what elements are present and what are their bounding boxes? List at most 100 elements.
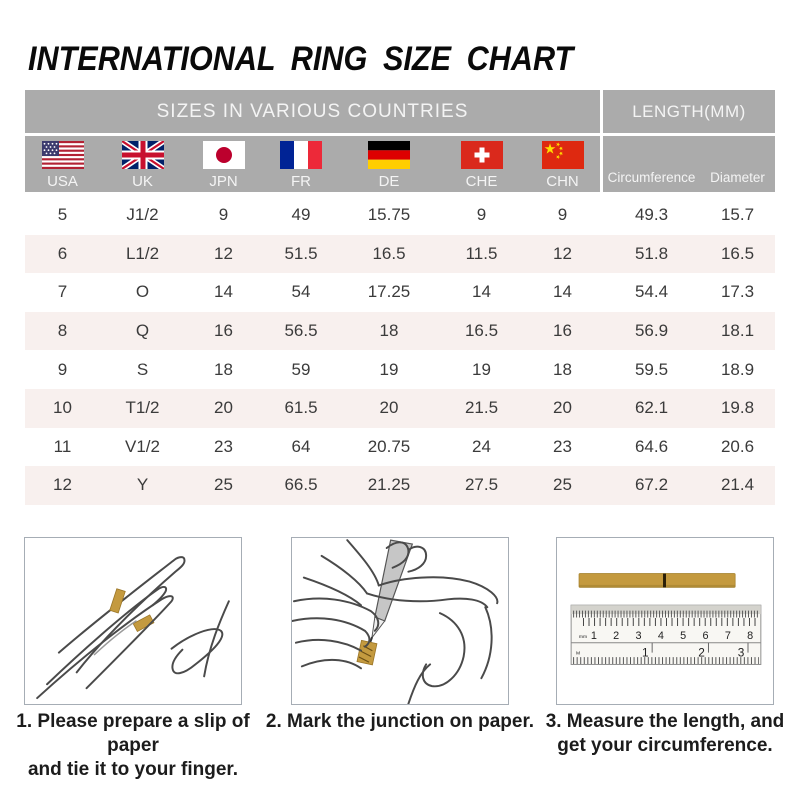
table-cell: 5 bbox=[57, 205, 68, 225]
instruction-2-caption: 2. Mark the junction on paper. bbox=[263, 710, 537, 734]
column-header-circumference: Circumference bbox=[607, 170, 696, 185]
column-label: CHN bbox=[546, 173, 579, 190]
table-cell: 20 bbox=[553, 398, 572, 418]
marking-paper-with-pen-icon bbox=[292, 539, 499, 704]
table-cell: 61.5 bbox=[284, 398, 318, 418]
svg-text:M: M bbox=[576, 651, 580, 657]
ruler-measurement-icon: 1 2 3 4 5 6 7 8 mm 1 2 3 M bbox=[570, 573, 762, 665]
table-cell: 9 bbox=[218, 205, 229, 225]
table-row: 7 O 14 54 17.25 14 14 54.4 17.3 bbox=[25, 273, 775, 312]
svg-text:5: 5 bbox=[680, 630, 686, 642]
table-cell: 59.5 bbox=[634, 359, 669, 379]
table-cell: 9 bbox=[57, 359, 68, 379]
table-cell: 6 bbox=[57, 243, 68, 263]
table-cell: 24 bbox=[472, 436, 491, 456]
table-cell: 16.5 bbox=[464, 321, 499, 341]
column-header-uk: UK bbox=[100, 136, 185, 192]
column-header-chn: CHN bbox=[525, 136, 600, 192]
table-cell: 51.8 bbox=[634, 243, 669, 263]
table-row: 5 J1/2 9 49 15.75 9 9 49.3 15.7 bbox=[25, 196, 775, 235]
length-columns: Circumference Diameter bbox=[603, 136, 775, 192]
table-cell: 56.5 bbox=[284, 321, 318, 341]
ruler-cm-numbers: 1 2 3 4 5 6 7 8 mm bbox=[579, 630, 753, 642]
table-cell: 19.8 bbox=[720, 398, 755, 418]
table-cell: L1/2 bbox=[125, 243, 160, 263]
instruction-2-illustration bbox=[291, 537, 509, 705]
table-cell: 15.75 bbox=[367, 205, 411, 225]
switzerland-flag-icon bbox=[460, 141, 503, 169]
svg-text:3: 3 bbox=[635, 630, 641, 642]
svg-text:2: 2 bbox=[698, 646, 705, 660]
table-cell: 19 bbox=[472, 359, 491, 379]
table-cell: 12 bbox=[553, 243, 572, 263]
table-cell: V1/2 bbox=[125, 436, 160, 456]
svg-text:4: 4 bbox=[658, 630, 664, 642]
table-cell: 20.75 bbox=[367, 436, 411, 456]
header-divider bbox=[600, 136, 603, 192]
table-cell: 19 bbox=[379, 359, 399, 379]
table-cell: Q bbox=[135, 321, 150, 341]
china-flag-icon bbox=[541, 141, 584, 169]
table-cell: 9 bbox=[557, 205, 568, 225]
table-row: 8 Q 16 56.5 18 16.5 16 56.9 18.1 bbox=[25, 311, 775, 351]
table-row: 10 T1/2 20 61.5 20 21.5 20 62.1 19.8 bbox=[25, 388, 775, 428]
table-cell: 62.1 bbox=[634, 398, 669, 418]
table-cell: 23 bbox=[553, 436, 572, 456]
column-header-diameter: Diameter bbox=[710, 170, 765, 185]
svg-text:7: 7 bbox=[725, 630, 731, 642]
table-cell: T1/2 bbox=[125, 398, 160, 418]
uk-flag-icon bbox=[121, 141, 164, 169]
instruction-3-caption: 3. Measure the length, and get your circ… bbox=[528, 710, 800, 758]
ring-size-table: SIZES IN VARIOUS COUNTRIES LENGTH(MM) bbox=[25, 90, 775, 505]
header-divider-horizontal bbox=[25, 133, 775, 136]
table-cell: 7 bbox=[57, 282, 68, 302]
table-cell: 21.4 bbox=[720, 475, 755, 495]
table-cell: 9 bbox=[476, 205, 487, 225]
instruction-1-caption: 1. Please prepare a slip of paper and ti… bbox=[0, 710, 270, 781]
column-label: USA bbox=[47, 173, 78, 190]
svg-text:8: 8 bbox=[747, 630, 753, 642]
header-divider bbox=[600, 90, 603, 133]
column-header-usa: USA bbox=[25, 136, 100, 192]
table-row: 11 V1/2 23 64 20.75 24 23 64.6 20.6 bbox=[25, 428, 775, 467]
table-cell: 18.1 bbox=[720, 321, 755, 341]
page-title: INTERNATIONAL RING SIZE CHART bbox=[28, 40, 574, 78]
table-cell: 16 bbox=[553, 321, 572, 341]
table-cell: 20 bbox=[214, 398, 233, 418]
table-flag-header: USA UK bbox=[25, 136, 775, 192]
length-group-header: LENGTH(MM) bbox=[603, 90, 775, 133]
table-cell: 27.5 bbox=[464, 475, 499, 495]
france-flag-icon bbox=[280, 141, 322, 169]
instruction-3-illustration: 1 2 3 4 5 6 7 8 mm 1 2 3 M bbox=[556, 537, 774, 705]
svg-text:2: 2 bbox=[613, 630, 619, 642]
column-label: JPN bbox=[209, 173, 238, 190]
table-cell: 54 bbox=[291, 282, 311, 302]
table-cell: 15.7 bbox=[720, 205, 755, 225]
country-columns: USA UK bbox=[25, 136, 600, 192]
table-cell: 18 bbox=[553, 359, 572, 379]
column-header-fr: FR bbox=[262, 136, 340, 192]
table-cell: 66.5 bbox=[284, 475, 318, 495]
caption-line: and tie it to your finger. bbox=[27, 758, 239, 780]
table-cell: 10 bbox=[53, 398, 72, 418]
table-cell: 11.5 bbox=[465, 243, 498, 263]
table-cell: 56.9 bbox=[634, 321, 669, 341]
svg-text:1: 1 bbox=[642, 646, 649, 660]
table-cell: 17.3 bbox=[720, 282, 755, 302]
ruler-inch-numbers: 1 2 3 M bbox=[576, 646, 745, 660]
table-group-header: SIZES IN VARIOUS COUNTRIES LENGTH(MM) bbox=[25, 90, 775, 133]
table-cell: 11 bbox=[53, 436, 72, 456]
table-cell: 67.2 bbox=[634, 475, 669, 495]
table-cell: 49.3 bbox=[634, 205, 669, 225]
svg-text:6: 6 bbox=[702, 630, 708, 642]
table-cell: 17.25 bbox=[367, 282, 411, 302]
table-cell: O bbox=[135, 282, 150, 302]
table-cell: 18 bbox=[214, 359, 233, 379]
table-cell: 23 bbox=[214, 436, 233, 456]
instruction-1-illustration bbox=[24, 537, 242, 705]
table-cell: 14 bbox=[214, 282, 233, 302]
column-header-de: DE bbox=[340, 136, 438, 192]
table-cell: J1/2 bbox=[126, 205, 159, 225]
table-cell: S bbox=[136, 359, 149, 379]
